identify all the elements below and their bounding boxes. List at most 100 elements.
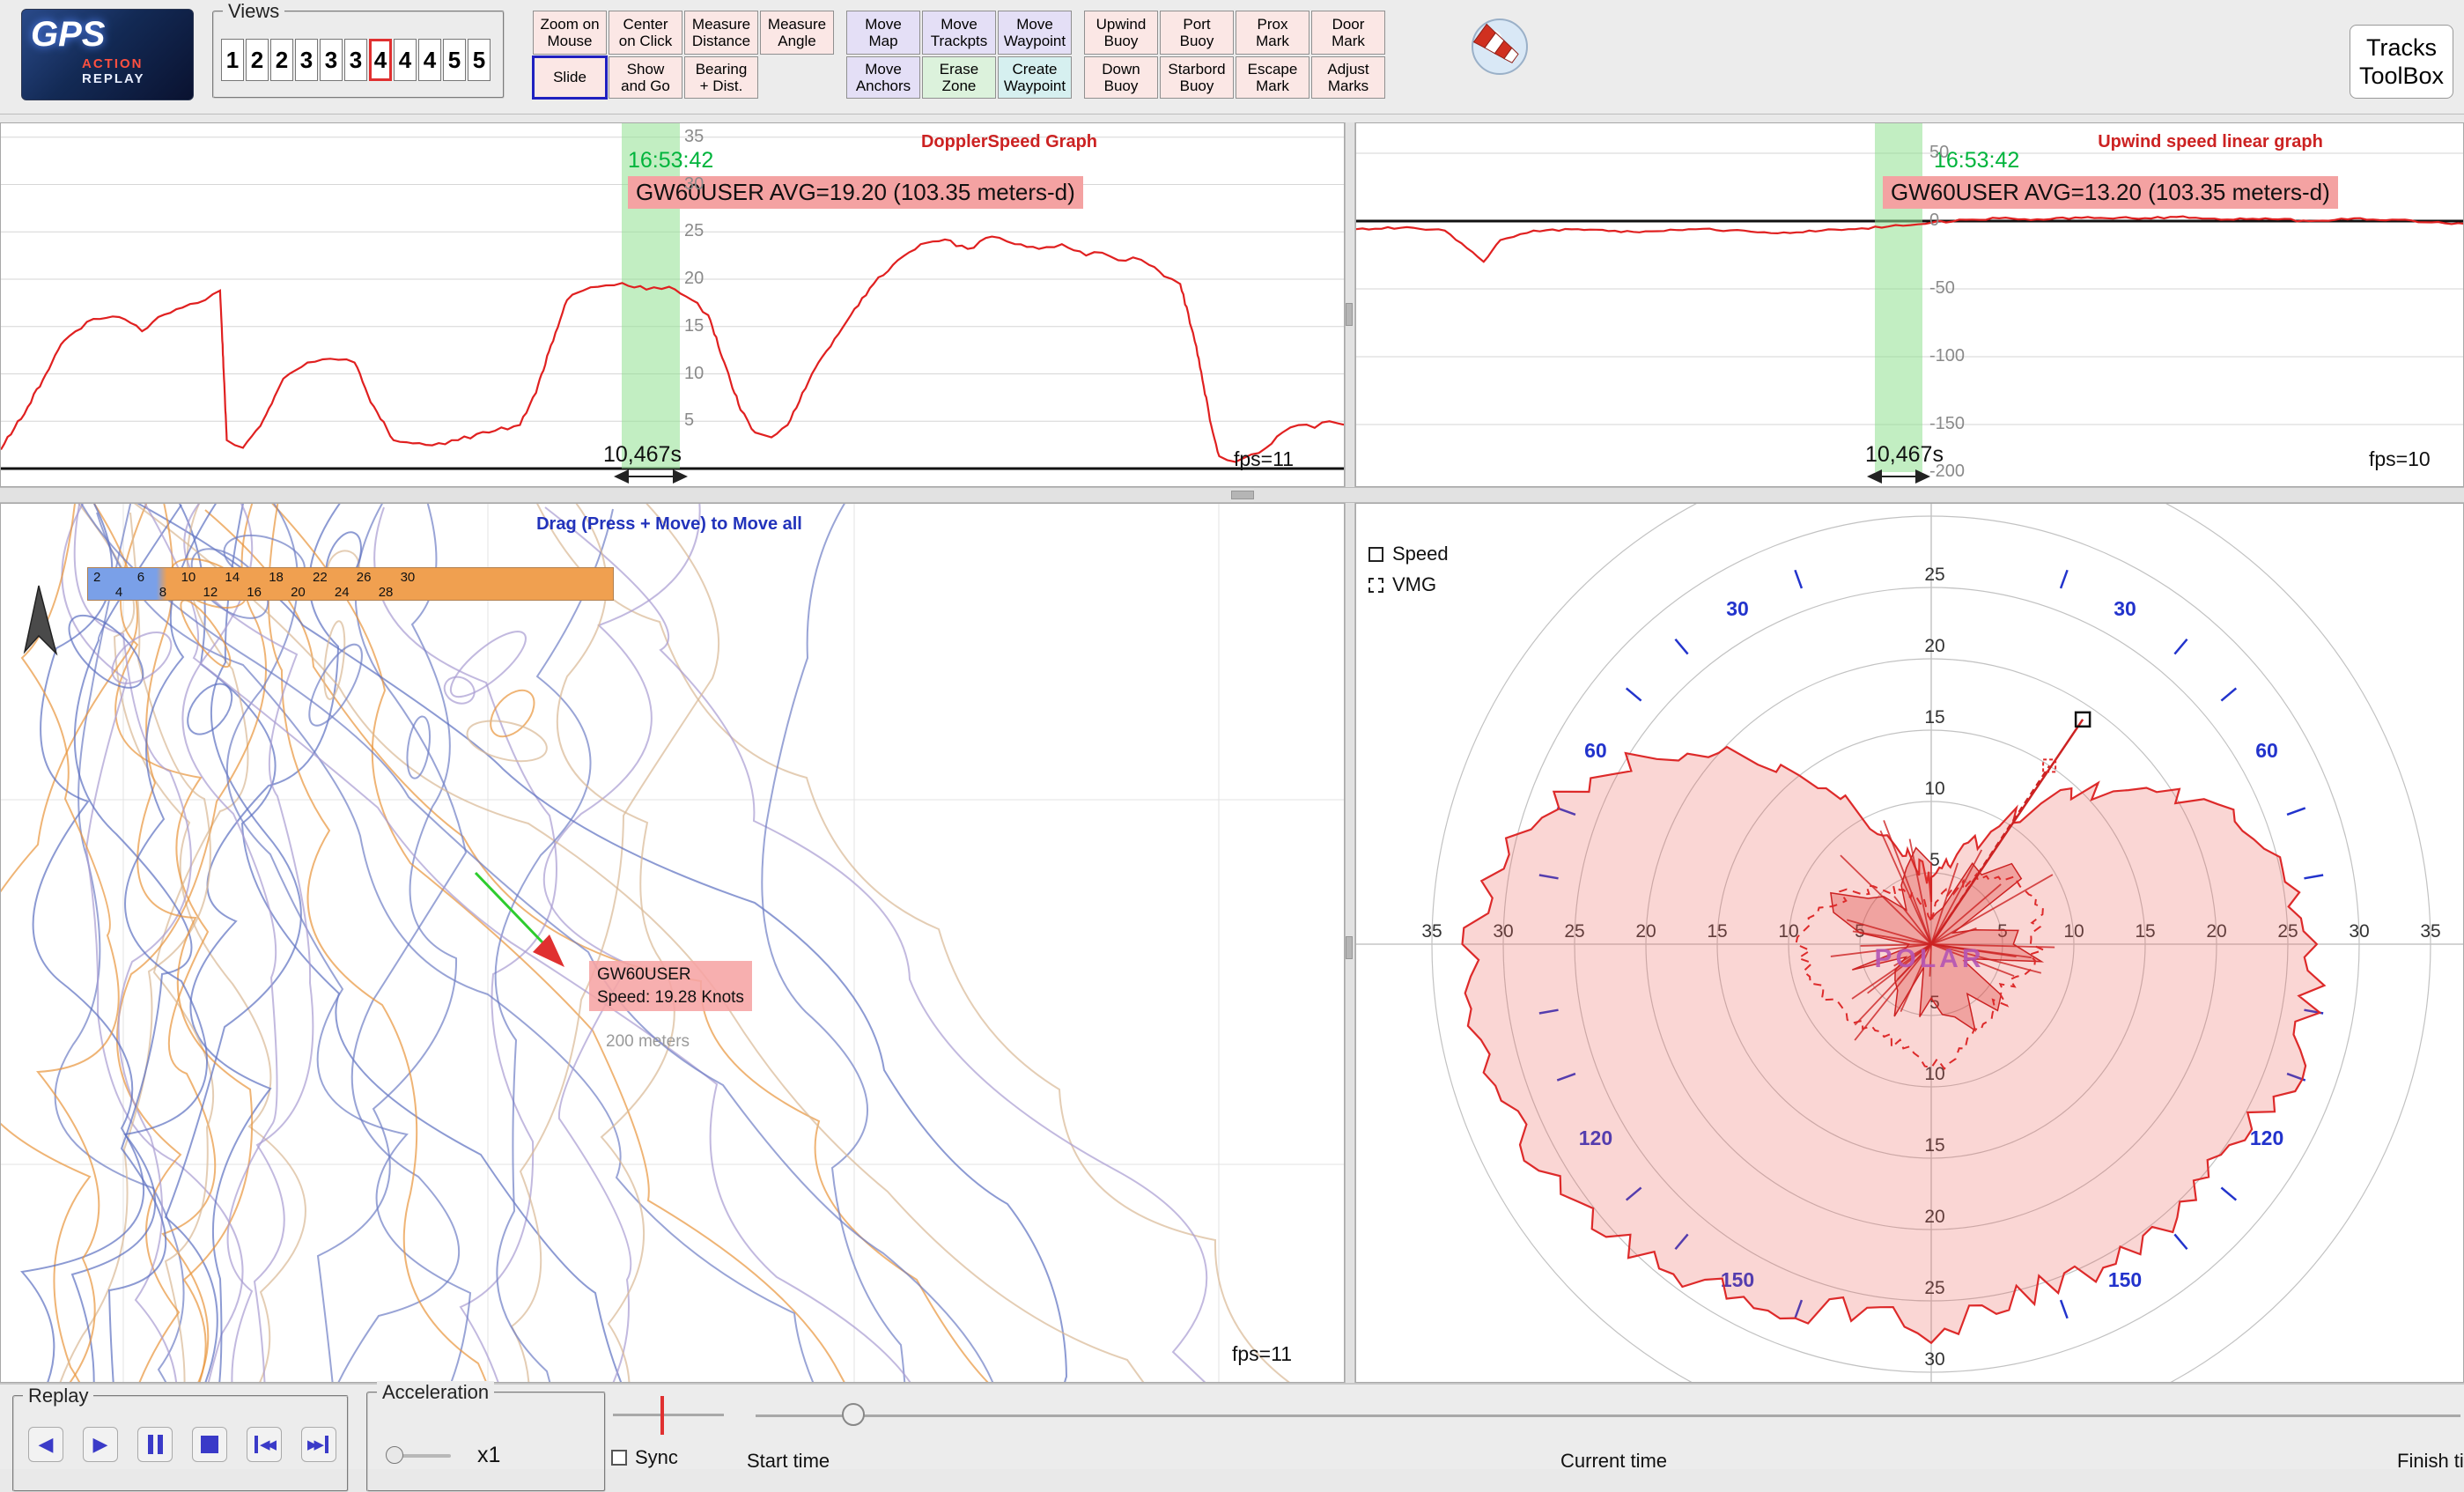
tool-starbord-buoy[interactable]: Starbord Buoy xyxy=(1160,56,1234,99)
view-button-10[interactable]: 5 xyxy=(443,39,466,81)
gps-track xyxy=(205,510,1044,1383)
tool-door-mark[interactable]: Door Mark xyxy=(1311,11,1385,55)
polar-ring-label: 20 xyxy=(1924,636,1944,656)
tool-move-map[interactable]: Move Map xyxy=(846,11,920,55)
tool-zoom-on-mouse[interactable]: Zoom on Mouse xyxy=(533,11,607,55)
time-slider-track[interactable] xyxy=(756,1414,2460,1417)
acceleration-slider[interactable] xyxy=(387,1454,451,1458)
step-back-icon: ◀ xyxy=(39,1433,54,1456)
boat-tracker-label: GW60USER Speed: 19.28 Knots xyxy=(589,961,752,1011)
speed-checkbox[interactable] xyxy=(1368,547,1383,562)
tool-down-buoy[interactable]: Down Buoy xyxy=(1084,56,1158,99)
scale-value: 22 xyxy=(313,570,328,585)
view-button-6[interactable]: 3 xyxy=(344,39,367,81)
doppler-speed-graph-panel[interactable]: DopplerSpeed Graph 16:53:42 GW60USER AVG… xyxy=(0,122,1345,487)
tool-move-anchors[interactable]: Move Anchors xyxy=(846,56,920,99)
tool-erase-zone[interactable]: Erase Zone xyxy=(922,56,996,99)
time-slider-knob[interactable] xyxy=(842,1403,865,1426)
sync-checkbox[interactable] xyxy=(611,1450,627,1466)
views-group-label: Views xyxy=(223,0,284,23)
polar-ring-label: 10 xyxy=(1924,779,1944,799)
tool-bearing-dist[interactable]: Bearing + Dist. xyxy=(684,56,758,99)
doppler-cursor-time: 16:53:42 xyxy=(628,148,713,174)
acceleration-group: Acceleration x1 xyxy=(366,1392,606,1492)
tool-prox-mark[interactable]: Prox Mark xyxy=(1236,11,1309,55)
map-canvas[interactable] xyxy=(1,504,1345,1383)
scale-value: 26 xyxy=(357,570,372,585)
upwind-y-tick: -100 xyxy=(1929,346,1965,366)
view-button-11[interactable]: 5 xyxy=(468,39,491,81)
gps-track xyxy=(318,504,456,1383)
rewind-button[interactable]: ◀◀ xyxy=(247,1427,282,1462)
scale-value: 28 xyxy=(379,585,394,600)
view-button-7[interactable]: 4 xyxy=(369,39,392,81)
view-button-8[interactable]: 4 xyxy=(394,39,417,81)
toolbar-row2: SlideShow and GoBearing + Dist. Move Anch… xyxy=(533,56,1387,99)
view-button-9[interactable]: 4 xyxy=(418,39,441,81)
tool-escape-mark[interactable]: Escape Mark xyxy=(1236,56,1309,99)
scale-value: 10 xyxy=(181,570,196,585)
zoom-timeline-track[interactable] xyxy=(613,1414,724,1416)
scale-value: 12 xyxy=(203,585,218,600)
polar-legend: SpeedVMG xyxy=(1368,543,1449,604)
view-button-1[interactable]: 1 xyxy=(221,39,244,81)
view-button-5[interactable]: 3 xyxy=(320,39,343,81)
gps-track xyxy=(168,504,675,1383)
splitter-handle[interactable] xyxy=(1231,491,1254,499)
boat-name: GW60USER xyxy=(597,964,744,986)
gps-track xyxy=(75,505,192,1383)
play-button[interactable]: ▶ xyxy=(83,1427,118,1462)
polar-canvas[interactable]: 5510101515202025253030353551015202551015… xyxy=(1356,504,2464,1383)
acceleration-value: x1 xyxy=(477,1443,500,1468)
stop-button[interactable] xyxy=(192,1427,227,1462)
tool-center-on-click[interactable]: Center on Click xyxy=(609,11,682,55)
scale-value: 4 xyxy=(115,585,122,600)
view-button-4[interactable]: 3 xyxy=(295,39,318,81)
tool-port-buoy[interactable]: Port Buoy xyxy=(1160,11,1234,55)
doppler-y-tick: 20 xyxy=(684,269,704,289)
gps-track-loop xyxy=(404,715,433,779)
fast-forward-button[interactable]: ▶▶ xyxy=(301,1427,336,1462)
doppler-y-tick: 25 xyxy=(684,221,704,241)
tool-show-and-go[interactable]: Show and Go xyxy=(609,56,682,99)
view-button-2[interactable]: 2 xyxy=(246,39,269,81)
main-toolbar: GPS ACTION REPLAY Views 12233344455 Zoom… xyxy=(0,0,2464,114)
legend-label: Speed xyxy=(1392,543,1449,565)
tool-create-waypoint[interactable]: Create Waypoint xyxy=(998,56,1072,99)
tool-measure-angle[interactable]: Measure Angle xyxy=(760,11,834,55)
splitter-handle[interactable] xyxy=(1346,936,1353,959)
doppler-graph-title: DopplerSpeed Graph xyxy=(917,132,1102,152)
upwind-avg-label: GW60USER AVG=13.20 (103.35 meters-d) xyxy=(1883,176,2338,209)
doppler-y-tick: 10 xyxy=(684,364,704,384)
tool-slide[interactable]: Slide xyxy=(533,56,607,99)
tool-adjust-marks[interactable]: Adjust Marks xyxy=(1311,56,1385,99)
logo-text-action: ACTION xyxy=(82,56,184,71)
logo-text-replay: REPLAY xyxy=(82,71,184,86)
gps-track xyxy=(269,504,501,1383)
vmg-checkbox[interactable] xyxy=(1368,578,1383,593)
tool-upwind-buoy[interactable]: Upwind Buoy xyxy=(1084,11,1158,55)
polar-ring-label: 35 xyxy=(2420,921,2440,942)
zoom-timeline-cursor[interactable] xyxy=(660,1396,664,1435)
replay-buttons: ◀ ▶ ◀◀ ▶▶ xyxy=(28,1427,336,1462)
upwind-speed-graph-panel[interactable]: Upwind speed linear graph 16:53:42 GW60U… xyxy=(1355,122,2464,487)
step-back-button[interactable]: ◀ xyxy=(28,1427,63,1462)
tool-measure-distance[interactable]: Measure Distance xyxy=(684,11,758,55)
tool-move-trackpts[interactable]: Move Trackpts xyxy=(922,11,996,55)
track-map-panel[interactable]: Drag (Press + Move) to Move all 26101418… xyxy=(0,503,1345,1383)
pause-button[interactable] xyxy=(137,1427,173,1462)
view-button-3[interactable]: 2 xyxy=(270,39,293,81)
vertical-splitter[interactable] xyxy=(1345,122,1355,1383)
map-scale-label: 200 meters xyxy=(606,1032,690,1052)
windsock-icon xyxy=(1462,11,1538,86)
map-drag-hint: Drag (Press + Move) to Move all xyxy=(361,514,977,535)
scale-value: 16 xyxy=(247,585,262,600)
splitter-handle[interactable] xyxy=(1346,303,1353,326)
tracks-toolbox-button[interactable]: Tracks ToolBox xyxy=(2350,25,2453,99)
tool-move-waypoint[interactable]: Move Waypoint xyxy=(998,11,1072,55)
acceleration-slider-knob[interactable] xyxy=(386,1446,403,1464)
polar-diagram-panel[interactable]: 5510101515202025253030353551015202551015… xyxy=(1355,503,2464,1383)
scale-value: 30 xyxy=(401,570,416,585)
acceleration-group-label: Acceleration xyxy=(377,1381,494,1404)
horizontal-splitter[interactable] xyxy=(0,487,2464,503)
